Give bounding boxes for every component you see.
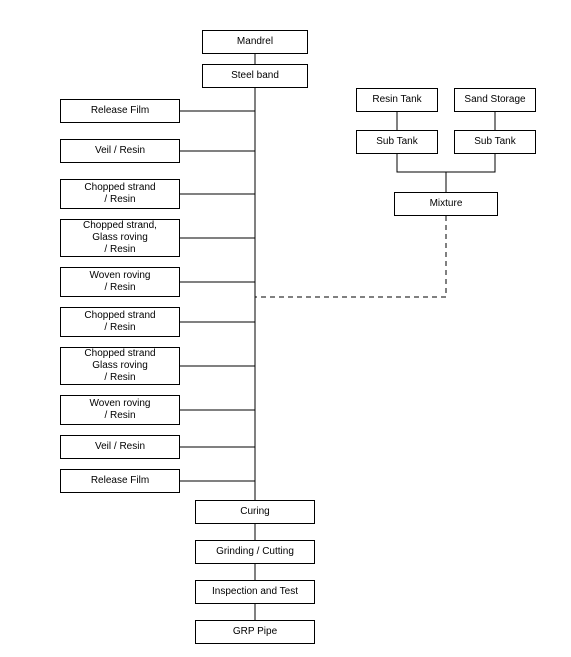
node-mixture: Mixture [394, 192, 498, 216]
node-veil1: Veil / Resin [60, 139, 180, 163]
node-chopglass2: Chopped strand Glass roving / Resin [60, 347, 180, 385]
node-veil2: Veil / Resin [60, 435, 180, 459]
node-curing: Curing [195, 500, 315, 524]
node-subtank2: Sub Tank [454, 130, 536, 154]
node-resintank: Resin Tank [356, 88, 438, 112]
node-chopglass1: Chopped strand, Glass roving / Resin [60, 219, 180, 257]
node-mandrel: Mandrel [202, 30, 308, 54]
node-subtank1: Sub Tank [356, 130, 438, 154]
node-woven1: Woven roving / Resin [60, 267, 180, 297]
node-inspection: Inspection and Test [195, 580, 315, 604]
node-grppipe: GRP Pipe [195, 620, 315, 644]
node-chop1: Chopped strand / Resin [60, 179, 180, 209]
node-chop2: Chopped strand / Resin [60, 307, 180, 337]
edge-mixture [255, 216, 446, 297]
node-release1: Release Film [60, 99, 180, 123]
node-release2: Release Film [60, 469, 180, 493]
node-steelband: Steel band [202, 64, 308, 88]
edge-subtank1 [397, 154, 446, 192]
node-grinding: Grinding / Cutting [195, 540, 315, 564]
node-woven2: Woven roving / Resin [60, 395, 180, 425]
edge-subtank2 [446, 154, 495, 172]
node-sandstorage: Sand Storage [454, 88, 536, 112]
